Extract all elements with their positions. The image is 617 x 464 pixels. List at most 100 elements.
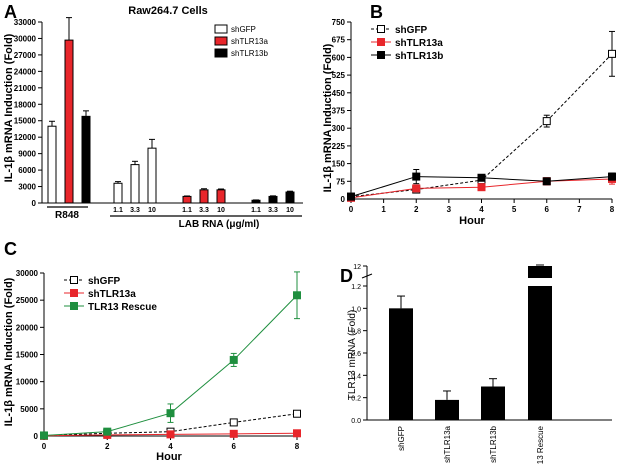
panel-d-chart: 0.0 0.2 0.4 0.6 0.8 1.0 1.2 12 shGFP shTLR13a shTL… <box>351 264 612 464</box>
panel-c-ytick-label: 5000 <box>20 405 38 414</box>
panel-label-b: B <box>370 2 383 22</box>
panel-a-chart: 0 3000 6000 9000 12000 15000 18000 21000 24000 27… <box>14 17 303 217</box>
panel-a-dose-label: 1.1 <box>251 207 261 214</box>
panel-a-dose-label: 3.3 <box>130 207 140 214</box>
panel-c-ytick-label: 20000 <box>16 323 39 332</box>
panel-a-legend-swatch <box>214 24 228 34</box>
panel-a-legend-label: shTLR13a <box>231 37 268 46</box>
panel-a-xlabel: LAB RNA (μg/ml) <box>179 219 260 230</box>
panel-b-ytick-label: 150 <box>332 160 346 169</box>
panel-a-dose-label: 3.3 <box>199 207 209 214</box>
panel-c-point <box>166 409 175 418</box>
panel-a-title: Raw264.7 Cells <box>128 5 208 17</box>
panel-b-legend-label: shTLR13b <box>395 51 443 62</box>
panel-c-ytick-label: 25000 <box>16 296 39 305</box>
panel-d-axis-break <box>361 273 373 279</box>
panel-b-ytick-label: 0 <box>341 195 346 204</box>
panel-b-ytick-label: 75 <box>336 177 345 186</box>
panel-c-xtick-label: 6 <box>232 442 237 451</box>
panel-a-dose-label: 10 <box>286 207 294 214</box>
panel-c-legend-marker <box>70 276 78 284</box>
panel-a-dose-label: 10 <box>217 207 225 214</box>
panel-d-ytick-label: 0.2 <box>351 396 361 403</box>
panel-d-bar <box>435 399 459 420</box>
panel-b-xtick-label: 5 <box>512 205 517 214</box>
panel-c-point <box>293 429 301 438</box>
panel-a-legend-label: shGFP <box>231 25 256 34</box>
panel-a-ytick-label: 0 <box>32 199 37 208</box>
panel-d-ytick-label: 0.8 <box>351 329 361 336</box>
panel-label-d: D <box>340 266 353 286</box>
panel-a-bar <box>130 164 140 204</box>
panel-c-ytick-label: 0 <box>34 432 39 441</box>
panel-c-xtick-label: 4 <box>168 442 173 451</box>
panel-b-point <box>477 183 486 192</box>
panel-b-xtick-label: 2 <box>414 205 419 214</box>
panel-d-category-label: shTLR13b <box>489 425 498 462</box>
panel-b-xtick-label: 0 <box>349 205 354 214</box>
panel-b-legend-marker <box>377 38 385 46</box>
panel-a-dose-label: 3.3 <box>268 207 278 214</box>
panel-c-ytick-label: 10000 <box>16 378 39 387</box>
panel-c-xtick-label: 8 <box>295 442 300 451</box>
panel-b-point <box>412 184 421 193</box>
panel-c-ylabel: IL-1β mRNA Induction (Fold) <box>3 277 15 426</box>
panel-c-ytick-label: 15000 <box>16 351 39 360</box>
panel-a-legend-label: shTLR13b <box>231 49 268 58</box>
panel-c-point <box>293 291 301 300</box>
panel-a-bar <box>251 199 261 204</box>
panel-d-bar <box>481 386 505 420</box>
panel-b-point <box>347 192 355 201</box>
panel-b-point <box>608 172 616 181</box>
panel-d-bar <box>389 308 413 420</box>
panel-b-point <box>477 173 486 182</box>
panel-b-legend-label: shTLR13a <box>395 38 443 49</box>
panel-a-bar <box>47 125 57 204</box>
panel-b-xlabel: Hour <box>459 215 485 227</box>
panel-a-ytick-label: 27000 <box>14 51 37 60</box>
panel-a-bar <box>199 189 209 204</box>
panel-d-category-label: shTLR13a <box>443 425 452 462</box>
panel-a-bar <box>285 191 295 204</box>
panel-a-ytick-label: 18000 <box>14 100 37 109</box>
panel-a-ytick-label: 9000 <box>18 150 36 159</box>
panel-b-xtick-label: 3 <box>447 205 452 214</box>
panel-c-point <box>229 418 238 427</box>
panel-c-chart: 0 5000 10000 15000 20000 25000 30000 0 2 4 6 8 shGFP… <box>16 269 301 451</box>
panel-c-point <box>166 430 175 439</box>
panel-d-bar-top <box>528 266 552 278</box>
panel-a-ytick-label: 24000 <box>14 67 37 76</box>
panel-a-ytick-label: 6000 <box>18 166 36 175</box>
panel-label-c: C <box>4 239 17 259</box>
panel-a-r848-label: R848 <box>55 210 79 221</box>
panel-b-legend-marker <box>377 25 385 33</box>
panel-b-ytick-label: 450 <box>332 89 346 98</box>
panel-d-ylabel: TLR13 mRNA (Fold) <box>347 310 358 401</box>
panel-d-ytick-label: 0.4 <box>351 373 361 380</box>
panel-c-point <box>293 409 301 418</box>
panel-b-xtick-label: 1 <box>381 205 386 214</box>
panel-b-ytick-label: 750 <box>332 18 346 27</box>
panel-b-xtick-label: 8 <box>610 205 615 214</box>
panel-c-xtick-label: 0 <box>42 442 47 451</box>
panel-c-point <box>103 427 112 436</box>
panel-a-dose-label: 1.1 <box>182 207 192 214</box>
panel-d-ytick-label: 1.2 <box>351 284 361 291</box>
panel-a-bar <box>268 195 278 204</box>
panel-d-ytick-label: 0.6 <box>351 351 361 358</box>
panel-d-bar <box>528 286 552 420</box>
panel-a-legend-swatch <box>214 48 228 58</box>
panel-a-ytick-label: 3000 <box>18 183 36 192</box>
panel-c-legend-label: shGFP <box>88 276 121 287</box>
panel-d-ytick-label: 1.0 <box>351 306 361 313</box>
panel-c-point <box>229 429 238 438</box>
panel-b-ytick-label: 375 <box>332 107 346 116</box>
panel-a-bar <box>64 39 74 204</box>
panel-c-xlabel: Hour <box>156 451 182 463</box>
panel-a-ylabel: IL-1β mRNA Induction (Fold) <box>3 33 15 182</box>
panel-a-ytick-label: 12000 <box>14 133 37 142</box>
panel-c-point <box>229 355 238 364</box>
panel-b-chart: 0 75 150 225 300 375 450 525 600 675 750 0 1 2 3 4 5 6 7 8 s… <box>332 18 616 214</box>
panel-d-ytick-label: 0.0 <box>351 418 361 425</box>
